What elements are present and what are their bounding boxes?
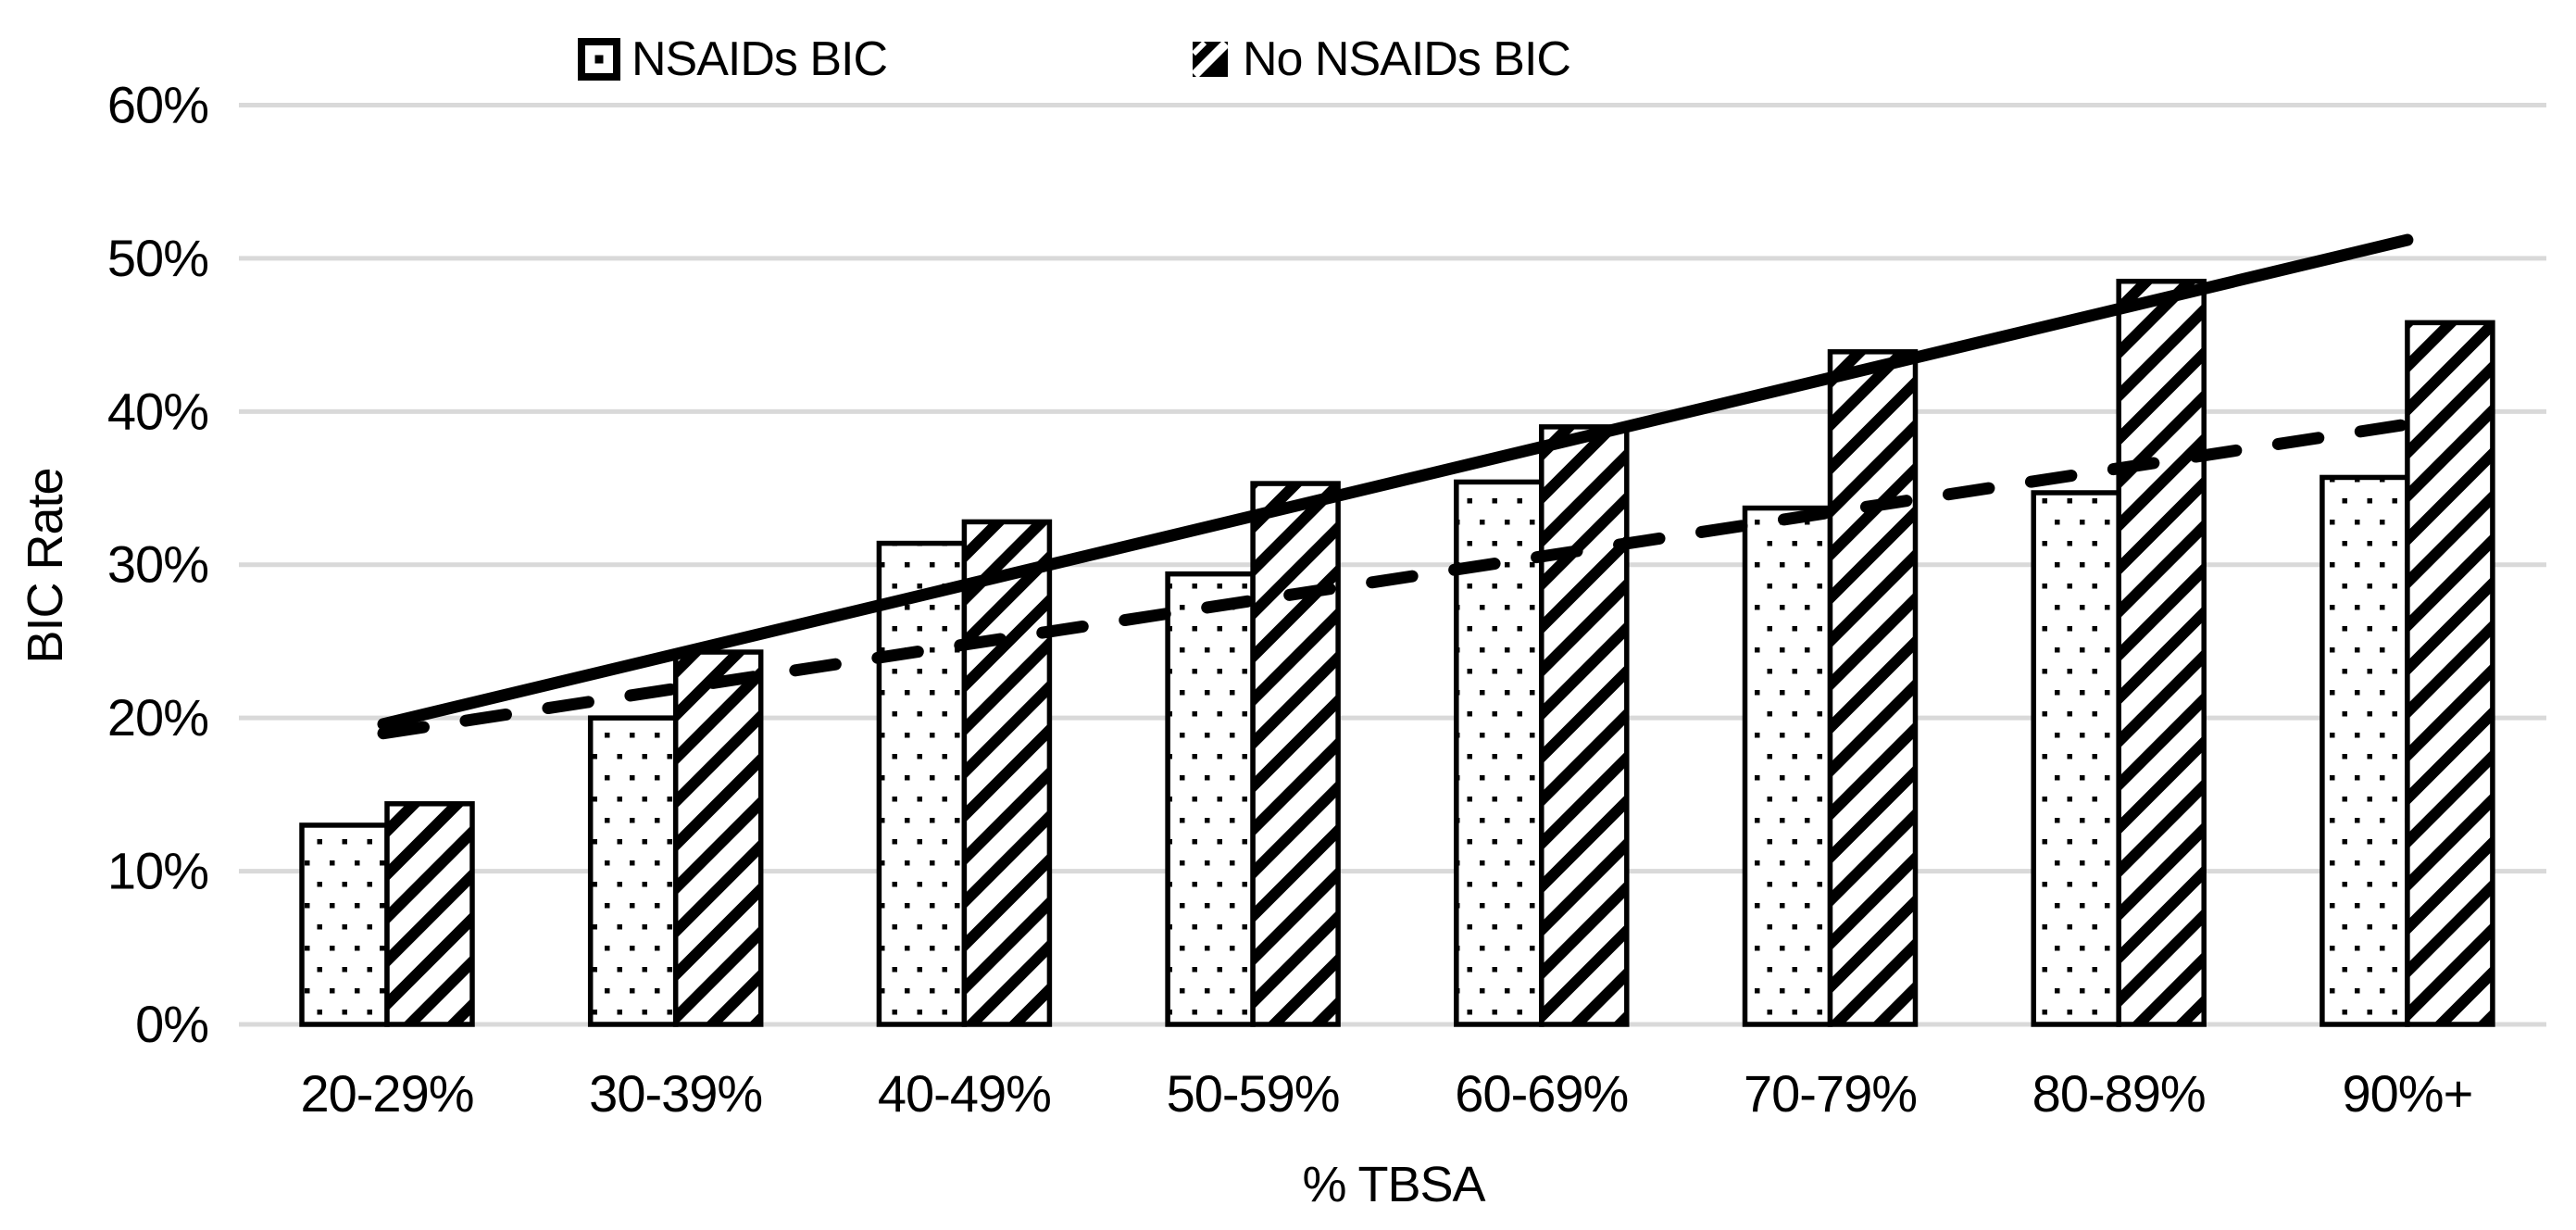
- y-tick-label: 60%: [107, 75, 208, 133]
- bars: [299, 278, 2495, 1027]
- y-tick-label: 0%: [135, 995, 208, 1053]
- x-tick-label: 60-69%: [1455, 1064, 1628, 1123]
- x-tick-label: 80-89%: [2032, 1064, 2206, 1123]
- bar-nsaids-bic-50-59%: [1165, 571, 1256, 1027]
- trendlines: [377, 233, 2414, 740]
- legend-swatch-dots-dot: [594, 55, 604, 64]
- bar-no-nsaids-bic-90%+: [2405, 320, 2495, 1027]
- y-axis-title: BIC Rate: [18, 468, 73, 663]
- bar-no-nsaids-bic-20-29%: [384, 801, 475, 1027]
- y-tick-label: 40%: [107, 382, 208, 440]
- bar-no-nsaids-bic-60-69%: [1539, 424, 1630, 1027]
- bar-nsaids-bic-70-79%: [1742, 505, 1833, 1027]
- bar-no-nsaids-bic-40-49%: [961, 519, 1053, 1027]
- legend-label-nsaids-bic: NSAIDs BIC: [631, 32, 887, 86]
- x-tick-label: 30-39%: [589, 1064, 762, 1123]
- x-tick-label: 20-29%: [300, 1064, 473, 1123]
- y-tick-label: 20%: [107, 688, 208, 747]
- y-axis-labels: 0% 10% 20% 30% 40% 50% 60%: [107, 75, 209, 1053]
- bar-no-nsaids-bic-30-39%: [672, 649, 764, 1027]
- bar-nsaids-bic-90%+: [2320, 474, 2410, 1027]
- legend-label-no-nsaids-bic: No NSAIDs BIC: [1243, 32, 1570, 86]
- bar-nsaids-bic-80-89%: [2031, 490, 2121, 1027]
- trendline-solid-no-nsaids-bic: [377, 233, 2414, 731]
- x-tick-label: 70-79%: [1744, 1064, 1917, 1123]
- bar-no-nsaids-bic-70-79%: [1827, 349, 1919, 1027]
- bar-nsaids-bic-60-69%: [1454, 479, 1544, 1027]
- bar-nsaids-bic-20-29%: [299, 822, 390, 1027]
- trendline-dashed-nsaids-bic: [377, 419, 2407, 740]
- y-tick-label: 50%: [107, 229, 208, 287]
- bar-no-nsaids-bic-80-89%: [2116, 278, 2207, 1027]
- x-axis-title: % TBSA: [1302, 1157, 1485, 1212]
- bar-nsaids-bic-30-39%: [587, 715, 679, 1027]
- y-tick-label: 10%: [107, 842, 208, 900]
- bar-nsaids-bic-40-49%: [876, 540, 968, 1027]
- y-tick-label: 30%: [107, 535, 208, 594]
- legend-swatch-dots-icon: [578, 38, 620, 81]
- legend-swatch-stripes-slash: [1191, 40, 1230, 79]
- x-axis-labels: 20-29% 30-39% 40-49% 50-59% 60-69% 70-79% 80-8…: [300, 1064, 2473, 1123]
- x-tick-label: 90%+: [2343, 1064, 2473, 1123]
- legend: NSAIDs BIC No NSAIDs BIC: [578, 32, 1571, 86]
- x-tick-label: 50-59%: [1167, 1064, 1340, 1123]
- bar-no-nsaids-bic-50-59%: [1250, 481, 1341, 1027]
- axis-titles: % TBSA BIC Rate: [18, 468, 1487, 1212]
- x-tick-label: 40-49%: [878, 1064, 1051, 1123]
- legend-swatch-stripes-slash-corner: [1191, 40, 1207, 56]
